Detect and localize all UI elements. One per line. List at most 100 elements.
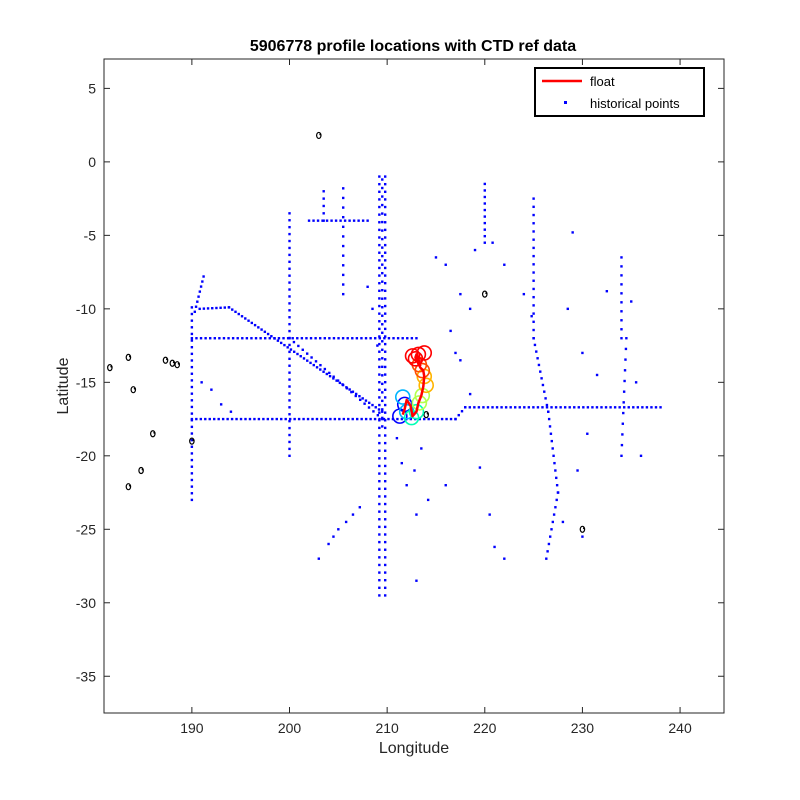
historical-point bbox=[245, 337, 249, 340]
coastline-island bbox=[579, 525, 586, 533]
historical-point bbox=[381, 391, 384, 394]
x-axis-label: Longitude bbox=[379, 740, 449, 757]
historical-point bbox=[190, 359, 194, 362]
historical-point bbox=[190, 485, 194, 488]
historical-point bbox=[383, 274, 387, 277]
historical-point bbox=[410, 337, 414, 340]
historical-point bbox=[383, 289, 387, 293]
historical-point bbox=[641, 406, 644, 409]
historical-point bbox=[383, 335, 387, 338]
historical-point bbox=[357, 219, 360, 222]
historical-point bbox=[620, 265, 623, 268]
historical-point bbox=[378, 495, 381, 498]
historical-point bbox=[264, 337, 267, 340]
historical-point bbox=[550, 528, 553, 531]
historical-point bbox=[383, 175, 387, 178]
historical-point bbox=[550, 406, 553, 409]
historical-point bbox=[291, 337, 294, 340]
historical-point bbox=[445, 417, 448, 421]
coastline-island bbox=[166, 358, 169, 361]
historical-point bbox=[559, 406, 562, 409]
historical-point bbox=[288, 274, 291, 277]
historical-point bbox=[400, 461, 403, 465]
historical-point bbox=[440, 417, 444, 421]
historical-point bbox=[533, 343, 537, 347]
historical-point bbox=[332, 377, 335, 380]
historical-point bbox=[299, 355, 302, 358]
historical-point bbox=[374, 406, 377, 409]
historical-point bbox=[319, 368, 322, 371]
coastline-island bbox=[172, 361, 175, 364]
historical-point bbox=[609, 406, 612, 409]
historical-point bbox=[378, 533, 381, 536]
historical-point bbox=[288, 246, 291, 250]
historical-point bbox=[190, 346, 194, 349]
historical-point bbox=[376, 414, 380, 417]
historical-point bbox=[423, 417, 426, 421]
historical-point bbox=[378, 312, 381, 315]
historical-point bbox=[532, 287, 535, 291]
historical-point bbox=[263, 330, 267, 333]
historical-point bbox=[297, 344, 300, 348]
historical-point bbox=[383, 243, 387, 247]
historical-point bbox=[620, 443, 624, 447]
y-tick-label: -35 bbox=[76, 668, 96, 684]
x-tick-label: 220 bbox=[473, 720, 497, 736]
axis-ticks: 190 200 210 220 230 240 5 0 -5 -10 -15 -20 -25 -30 -35 bbox=[76, 59, 724, 736]
historical-point bbox=[259, 337, 262, 340]
historical-point bbox=[518, 406, 521, 409]
historical-point bbox=[190, 372, 194, 375]
historical-point bbox=[337, 337, 340, 340]
historical-point bbox=[254, 337, 258, 340]
historical-point bbox=[383, 236, 387, 239]
historical-point bbox=[208, 417, 211, 421]
historical-point bbox=[547, 542, 551, 546]
historical-point bbox=[566, 307, 569, 311]
historical-point bbox=[383, 312, 387, 315]
historical-point bbox=[383, 518, 387, 521]
historical-point bbox=[378, 251, 381, 254]
historical-point bbox=[367, 406, 371, 409]
historical-point bbox=[231, 308, 234, 311]
profile-circle bbox=[411, 395, 428, 411]
historical-point bbox=[381, 425, 384, 428]
historical-point bbox=[253, 417, 256, 421]
historical-point bbox=[381, 323, 384, 326]
historical-point bbox=[483, 189, 486, 192]
historical-point bbox=[235, 417, 238, 421]
historical-point bbox=[322, 370, 325, 373]
historical-point bbox=[190, 465, 194, 468]
historical-point bbox=[288, 309, 291, 312]
legend-float-label: float bbox=[590, 74, 615, 89]
historical-point bbox=[483, 215, 486, 218]
historical-point bbox=[532, 222, 535, 225]
historical-point bbox=[354, 394, 357, 398]
historical-point bbox=[315, 417, 319, 421]
historical-point bbox=[293, 350, 296, 353]
historical-point bbox=[288, 212, 291, 215]
historical-point bbox=[378, 594, 381, 597]
y-tick-label: -20 bbox=[76, 448, 96, 464]
historical-point bbox=[483, 221, 486, 225]
historical-point bbox=[378, 205, 381, 209]
historical-point bbox=[378, 441, 381, 445]
historical-point bbox=[383, 190, 387, 194]
historical-point bbox=[190, 312, 194, 316]
historical-point bbox=[381, 399, 384, 403]
historical-point bbox=[383, 594, 387, 597]
profile-circle bbox=[404, 348, 421, 364]
historical-point bbox=[577, 406, 580, 409]
historical-point bbox=[190, 332, 194, 336]
historical-point bbox=[282, 337, 285, 340]
historical-point bbox=[378, 243, 381, 247]
historical-point bbox=[360, 417, 363, 421]
historical-point bbox=[378, 586, 381, 590]
historical-point bbox=[396, 337, 400, 340]
historical-point bbox=[373, 417, 377, 421]
historical-point bbox=[551, 447, 554, 450]
historical-point bbox=[288, 350, 291, 354]
historical-point bbox=[322, 212, 325, 215]
historical-point bbox=[368, 401, 371, 405]
historical-point bbox=[563, 406, 567, 409]
